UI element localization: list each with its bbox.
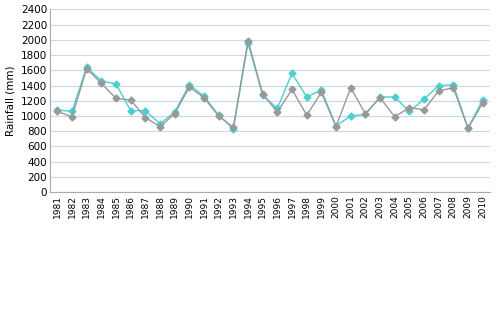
Average Annual Rainfall [406,109,412,113]
Average Monsoon Rainfall
(June – October) [450,86,456,90]
Average Monsoon Rainfall
(June – October) [186,85,192,89]
Average Annual Rainfall [69,109,75,113]
Average Monsoon Rainfall
(June – October) [421,108,427,112]
Average Annual Rainfall [172,110,177,114]
Average Monsoon Rainfall
(June – October) [113,97,119,100]
Average Annual Rainfall [450,83,456,86]
Average Annual Rainfall [480,98,486,102]
Average Annual Rainfall [289,72,295,75]
Average Annual Rainfall [260,94,266,97]
Average Annual Rainfall [230,127,236,131]
Average Monsoon Rainfall
(June – October) [480,101,486,105]
Average Annual Rainfall [142,109,148,113]
Average Monsoon Rainfall
(June – October) [318,91,324,94]
Average Monsoon Rainfall
(June – October) [377,96,383,100]
Average Monsoon Rainfall
(June – October) [216,114,222,118]
Average Monsoon Rainfall
(June – October) [333,125,339,129]
Average Annual Rainfall [113,82,119,86]
Average Annual Rainfall [465,126,471,130]
Average Annual Rainfall [245,41,251,45]
Y-axis label: Rainfall (mm): Rainfall (mm) [6,65,16,136]
Average Monsoon Rainfall
(June – October) [392,115,398,119]
Average Annual Rainfall [201,94,207,98]
Average Annual Rainfall [54,108,60,112]
Average Monsoon Rainfall
(June – October) [406,106,412,109]
Average Monsoon Rainfall
(June – October) [98,81,104,85]
Average Monsoon Rainfall
(June – October) [201,96,207,100]
Average Monsoon Rainfall
(June – October) [172,112,177,116]
Line: Average Monsoon Rainfall
(June – October): Average Monsoon Rainfall (June – October… [55,38,485,131]
Average Annual Rainfall [436,84,442,87]
Average Monsoon Rainfall
(June – October) [348,86,354,90]
Average Annual Rainfall [318,88,324,92]
Average Monsoon Rainfall
(June – October) [84,67,89,71]
Average Annual Rainfall [128,109,134,113]
Average Monsoon Rainfall
(June – October) [245,39,251,42]
Average Monsoon Rainfall
(June – October) [289,87,295,91]
Average Monsoon Rainfall
(June – October) [157,125,163,129]
Average Monsoon Rainfall
(June – October) [260,92,266,96]
Average Monsoon Rainfall
(June – October) [128,98,134,102]
Average Annual Rainfall [333,124,339,128]
Average Monsoon Rainfall
(June – October) [362,112,368,116]
Average Annual Rainfall [98,79,104,83]
Average Monsoon Rainfall
(June – October) [69,115,75,119]
Average Monsoon Rainfall
(June – October) [230,126,236,129]
Average Monsoon Rainfall
(June – October) [304,113,310,117]
Average Annual Rainfall [216,113,222,117]
Average Annual Rainfall [186,83,192,86]
Average Annual Rainfall [362,113,368,116]
Average Annual Rainfall [377,95,383,99]
Average Annual Rainfall [274,107,280,110]
Average Annual Rainfall [157,122,163,126]
Average Monsoon Rainfall
(June – October) [436,89,442,93]
Average Monsoon Rainfall
(June – October) [54,109,60,113]
Average Monsoon Rainfall
(June – October) [142,116,148,119]
Line: Average Annual Rainfall: Average Annual Rainfall [55,40,485,131]
Average Annual Rainfall [84,65,89,69]
Average Annual Rainfall [392,95,398,99]
Average Monsoon Rainfall
(June – October) [274,110,280,114]
Average Annual Rainfall [304,95,310,99]
Average Annual Rainfall [421,97,427,101]
Average Annual Rainfall [348,114,354,118]
Average Monsoon Rainfall
(June – October) [465,126,471,130]
